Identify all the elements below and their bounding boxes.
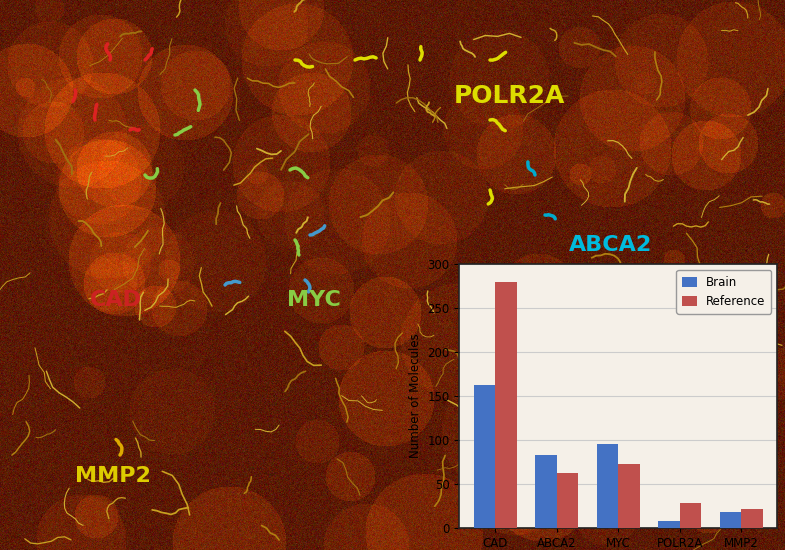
Bar bbox=[658, 521, 680, 528]
Text: MMP2: MMP2 bbox=[75, 466, 151, 486]
Bar bbox=[680, 503, 701, 528]
Bar bbox=[473, 386, 495, 528]
Bar bbox=[495, 282, 517, 528]
Bar bbox=[720, 512, 741, 528]
Text: POLR2A: POLR2A bbox=[454, 84, 565, 108]
Legend: Brain, Reference: Brain, Reference bbox=[677, 270, 771, 314]
Text: MYC: MYC bbox=[287, 290, 341, 310]
Y-axis label: Number of Molecules: Number of Molecules bbox=[409, 334, 422, 458]
Bar bbox=[741, 509, 763, 528]
Text: ABCA2: ABCA2 bbox=[569, 235, 652, 255]
Text: CAD: CAD bbox=[90, 290, 142, 310]
Bar bbox=[557, 474, 579, 528]
Bar bbox=[619, 464, 640, 528]
Bar bbox=[597, 444, 619, 528]
Bar bbox=[535, 455, 557, 528]
